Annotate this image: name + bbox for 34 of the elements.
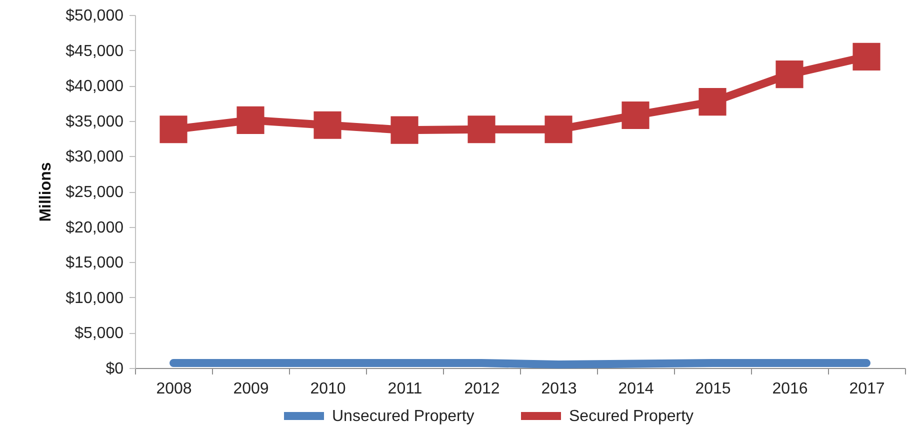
x-tick-label: 2014 — [618, 380, 654, 398]
y-tick-label: $10,000 — [66, 290, 124, 307]
point — [236, 106, 264, 134]
y-tick-label: $20,000 — [66, 219, 124, 236]
y-tick-label: $5,000 — [74, 325, 124, 342]
point — [776, 60, 804, 88]
point — [852, 42, 880, 70]
x-tick-label: 2013 — [541, 380, 577, 398]
x-tick-label: 2010 — [310, 380, 346, 398]
x-tick-label: 2008 — [156, 380, 192, 398]
y-tick-label: $30,000 — [66, 148, 124, 166]
legend-label: Secured Property — [569, 408, 694, 425]
point — [622, 101, 650, 130]
point — [544, 116, 572, 144]
legend-label: Unsecured Property — [332, 408, 474, 425]
y-tick-label: $50,000 — [66, 8, 124, 24]
y-tick-label: $40,000 — [66, 78, 124, 96]
x-tick-label: 2011 — [388, 380, 422, 398]
x-tick-label: 2017 — [849, 380, 885, 398]
x-tick-label: 2016 — [772, 380, 808, 398]
point — [390, 116, 418, 144]
x-tick-label: 2015 — [695, 380, 731, 398]
y-tick-label: $45,000 — [66, 42, 124, 60]
point — [314, 111, 342, 139]
y-axis-title: Millions — [38, 162, 55, 222]
x-tick-label: 2012 — [464, 380, 500, 398]
y-tick-label: $15,000 — [66, 254, 124, 272]
point — [698, 88, 726, 116]
point — [468, 116, 496, 144]
y-tick-label: $25,000 — [66, 184, 124, 201]
y-tick-label: $0 — [106, 360, 124, 378]
y-tick-label: $35,000 — [66, 113, 124, 130]
x-tick-label: 2009 — [233, 380, 269, 398]
point — [160, 116, 188, 144]
